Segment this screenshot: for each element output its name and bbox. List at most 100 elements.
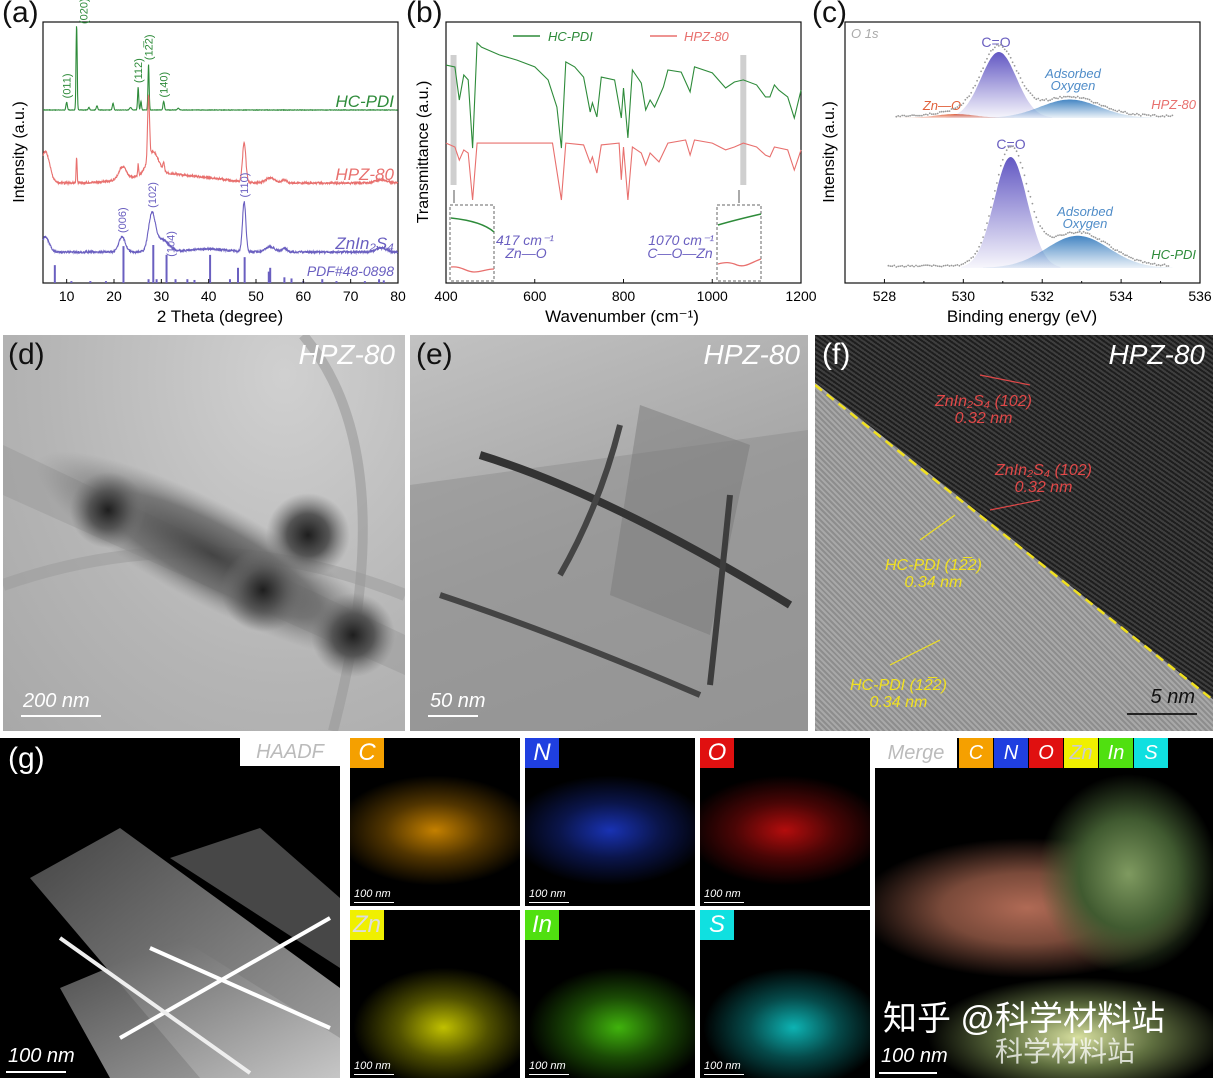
xps-raw-point xyxy=(974,84,977,87)
xps-raw-point xyxy=(1076,231,1079,234)
tem-texture-d xyxy=(3,335,405,731)
highlight-band xyxy=(740,55,747,185)
xps-x-tick-label: 536 xyxy=(1188,288,1212,304)
fringe-label-1: ZnIn₂S₄ (102) 0.32 nm xyxy=(935,393,1032,427)
xps-raw-point xyxy=(1090,235,1093,237)
xps-raw-point xyxy=(1047,234,1049,236)
xps-raw-point xyxy=(1033,96,1036,99)
xps-raw-point xyxy=(982,236,984,239)
merge-legend-in: In xyxy=(1099,738,1133,768)
xps-raw-point xyxy=(1096,238,1099,241)
scale-label: 100 nm xyxy=(704,1060,741,1072)
xps-raw-point xyxy=(1007,53,1010,55)
xrd-reference-label: PDF#48-0898 xyxy=(307,263,394,279)
xps-raw-point xyxy=(974,252,977,255)
eds-map-s: S 100 nm xyxy=(700,910,870,1078)
xrd-peak-label: (112) xyxy=(133,58,145,83)
xps-raw-point xyxy=(1065,233,1067,236)
fringe-spacing-3: 0.34 nm xyxy=(904,574,963,591)
xps-raw-point xyxy=(956,106,959,108)
xps-raw-point xyxy=(960,104,963,106)
xps-raw-point xyxy=(956,264,959,266)
xps-raw-point xyxy=(1047,99,1049,102)
xps-raw-point xyxy=(1102,104,1105,107)
xps-raw-point xyxy=(907,115,909,117)
xps-raw-point xyxy=(917,114,919,117)
merge-legend-zn: Zn xyxy=(1064,738,1098,768)
xps-raw-point xyxy=(1100,240,1103,243)
xps-raw-point xyxy=(1005,50,1008,53)
xps-raw-point xyxy=(1021,167,1024,169)
xps-raw-point xyxy=(952,265,955,267)
fringe-label-3: HC-PDI (12̅2) 0.34 nm xyxy=(885,557,982,591)
xps-raw-point xyxy=(938,111,941,113)
ftir-curve-0 xyxy=(445,41,802,149)
xps-raw-point xyxy=(905,265,907,268)
fringe-title-1: ZnIn₂S₄ (102) xyxy=(935,393,1032,410)
xps-raw-point xyxy=(1124,110,1126,113)
xps-x-tick-label: 532 xyxy=(1031,288,1055,304)
xps-raw-point xyxy=(1110,108,1113,110)
merge-legend-s: S xyxy=(1134,738,1168,768)
xps-y-axis-label: Intensity (a.u.) xyxy=(821,101,838,202)
xps-raw-point xyxy=(996,44,998,46)
xps-raw-point xyxy=(1049,235,1051,238)
xps-raw-point xyxy=(1053,96,1055,99)
xps-raw-point xyxy=(893,264,896,267)
panel-label-d: (d) xyxy=(8,338,45,371)
xrd-peak-label: (140) xyxy=(159,72,171,98)
ftir-x-tick-label: 1200 xyxy=(785,288,816,304)
xps-raw-point xyxy=(1051,98,1053,100)
hrtem-image-f: ZnIn₂S₄ (102) 0.32 nm ZnIn₂S₄ (102) 0.32… xyxy=(815,335,1213,731)
xps-raw-point xyxy=(1155,115,1158,117)
ftir-y-axis-label: Transmittance (a.u.) xyxy=(415,81,432,224)
xps-raw-point xyxy=(964,261,967,264)
xps-raw-point xyxy=(1167,115,1170,117)
xps-raw-point xyxy=(1136,112,1138,115)
xps-series-label-hpz-80: HPZ-80 xyxy=(1151,97,1197,112)
xps-raw-point xyxy=(936,265,939,267)
xps-raw-point xyxy=(915,264,917,267)
xps-raw-point xyxy=(1045,232,1048,235)
xps-raw-point xyxy=(1061,97,1063,99)
xps-raw-point xyxy=(1068,95,1071,98)
xps-label-oxygen-hc: Oxygen xyxy=(1063,216,1108,231)
panel-label-e: (e) xyxy=(416,338,453,371)
xps-raw-point xyxy=(1086,232,1089,235)
xps-raw-point xyxy=(1009,56,1012,59)
xps-raw-point xyxy=(1025,87,1028,90)
fringe-label-4: HC-PDI (12̅2) 0.34 nm xyxy=(850,677,947,711)
xrd-peak-label: (12̅2) xyxy=(144,34,156,60)
xps-raw-point xyxy=(930,113,933,115)
xps-raw-point xyxy=(1138,259,1140,262)
xps-raw-point xyxy=(926,264,929,267)
haadf-image: HAADF 100 nm xyxy=(0,738,340,1078)
xps-raw-point xyxy=(899,265,902,267)
xps-raw-point xyxy=(1096,102,1099,104)
xps-raw-point xyxy=(909,265,911,268)
panel-label-f: (f) xyxy=(822,338,851,371)
xps-raw-point xyxy=(970,91,973,94)
inset-curve-hpz-80-1070 xyxy=(717,258,762,267)
xps-raw-point xyxy=(1072,232,1075,235)
xps-raw-point xyxy=(958,264,961,267)
xps-raw-point xyxy=(1041,98,1044,101)
xps-raw-point xyxy=(982,67,984,70)
xps-raw-point xyxy=(1074,96,1077,99)
xps-raw-point xyxy=(1029,195,1032,198)
element-label: S xyxy=(700,910,734,940)
xps-raw-point xyxy=(1039,225,1042,227)
xps-raw-point xyxy=(1120,110,1122,113)
xps-raw-point xyxy=(950,264,953,267)
xps-raw-point xyxy=(1165,265,1168,267)
xps-raw-point xyxy=(1108,243,1111,246)
xps-raw-point xyxy=(1122,111,1124,114)
xps-raw-point xyxy=(952,108,955,110)
annotation-zn-o: Zn—O xyxy=(504,245,546,261)
xrd-peak-label: (110) xyxy=(239,173,251,198)
xps-raw-point xyxy=(984,229,986,231)
xps-raw-point xyxy=(913,114,915,117)
sample-label-e: HPZ-80 xyxy=(703,339,800,370)
xps-raw-point xyxy=(1049,99,1051,102)
xps-raw-point xyxy=(1128,113,1130,116)
